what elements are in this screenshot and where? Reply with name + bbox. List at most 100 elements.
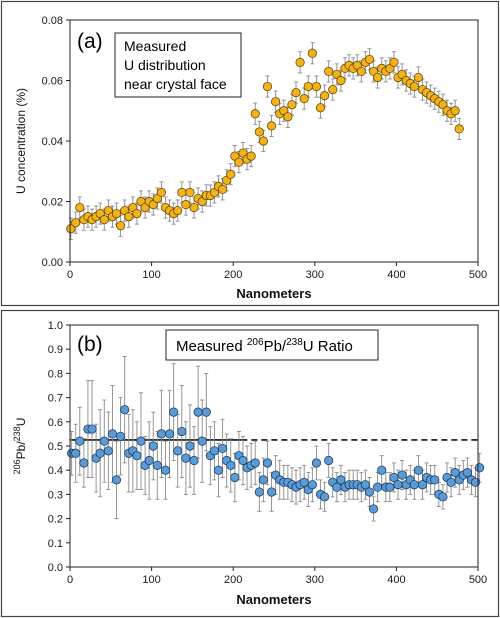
data-point [120, 405, 130, 415]
data-point [173, 446, 183, 456]
data-point [115, 221, 126, 231]
y-tick-label: 0.08 [42, 15, 63, 27]
data-point [373, 72, 383, 83]
data-point [417, 480, 428, 490]
data-point [132, 209, 142, 219]
panel-b-title: Measured 206Pb/238U Ratio [176, 337, 353, 355]
data-point [262, 81, 273, 92]
x-tick-label: 100 [142, 269, 160, 281]
x-tick-label: 400 [387, 269, 405, 281]
data-point [287, 100, 297, 110]
data-point [393, 480, 403, 490]
data-point [193, 407, 203, 417]
data-point [115, 431, 126, 441]
data-point [258, 136, 268, 146]
data-point [364, 487, 375, 497]
data-point [87, 424, 97, 434]
data-point [450, 106, 460, 116]
x-tick-label: 400 [387, 574, 405, 586]
data-point [213, 465, 224, 475]
data-point [189, 202, 199, 213]
panel-b-ylabel-sup1: 206 [12, 459, 22, 474]
data-point [71, 448, 81, 458]
data-point [111, 475, 122, 485]
data-point [389, 57, 399, 67]
data-point [217, 184, 228, 194]
panel-b-label: (b) [77, 333, 103, 356]
data-point [226, 460, 236, 470]
data-point [250, 458, 260, 468]
data-point [177, 426, 187, 437]
data-point [319, 91, 330, 101]
data-point [299, 94, 309, 104]
data-point [356, 66, 366, 77]
data-point [181, 199, 191, 210]
panel-a-annotation-box [114, 32, 242, 98]
data-point [111, 209, 122, 219]
y-tick-label: 0.4 [48, 465, 63, 477]
data-point [250, 109, 260, 119]
data-point [177, 187, 187, 198]
data-point [164, 429, 175, 439]
data-point [95, 448, 105, 458]
data-point [254, 487, 264, 497]
x-tick-label: 500 [469, 269, 487, 281]
data-point [75, 202, 85, 213]
panel-b-plot-area [69, 324, 479, 568]
x-tick-label: 200 [224, 574, 242, 586]
data-point [324, 455, 334, 466]
y-tick-label: 0.02 [42, 197, 63, 209]
y-tick-label: 0.8 [48, 368, 63, 380]
data-point [201, 407, 211, 417]
data-point [364, 54, 375, 64]
panel-b-title-box [165, 329, 379, 361]
data-point [71, 218, 81, 228]
data-point [234, 157, 244, 167]
data-point [295, 57, 305, 67]
data-point [107, 429, 118, 439]
y-tick-label: 0.06 [42, 76, 63, 88]
data-point [311, 458, 322, 468]
data-point [226, 169, 236, 179]
panel-b-frame [0, 309, 500, 618]
panel-a-annotation-line-2: U distribution [124, 57, 206, 73]
panel-a-y-axis-title: U concentration (%) [14, 88, 28, 194]
data-point [254, 127, 264, 137]
x-tick-label: 100 [142, 574, 160, 586]
data-point [197, 436, 207, 446]
x-tick-label: 0 [67, 574, 73, 586]
x-tick-label: 300 [306, 269, 324, 281]
data-point [413, 465, 424, 475]
panel-b-ylabel-mid: Pb/ [14, 441, 28, 460]
data-point [173, 205, 183, 216]
data-point [238, 455, 248, 466]
data-point [446, 477, 456, 487]
data-point [303, 81, 313, 92]
data-point [389, 472, 399, 483]
data-point [271, 97, 281, 107]
data-point [132, 451, 142, 461]
data-point [454, 124, 464, 134]
data-point [373, 482, 383, 492]
panel-b-title-prefix: Measured [176, 338, 247, 355]
data-point [230, 472, 240, 483]
data-point [283, 112, 293, 122]
panel-b: 0 100 200 300 400 500 0.0 0.1 0.2 0.3 0.4 0.5 0.6 0.7… [0, 309, 500, 618]
panel-b-title-sup2: 238 [286, 337, 303, 348]
panel-b-title-sup1: 206 [247, 337, 264, 348]
y-tick-label: 0.2 [48, 514, 63, 526]
data-point [258, 475, 268, 485]
data-point [246, 151, 256, 161]
panel-b-title-mid: Pb/ [264, 338, 287, 355]
data-point [311, 81, 322, 92]
data-point [307, 48, 317, 58]
data-point [450, 468, 460, 478]
panel-a-annotation-line-1: Measured [124, 38, 186, 54]
x-tick-label: 500 [469, 574, 487, 586]
data-point [144, 455, 154, 466]
panel-a-label: (a) [77, 30, 103, 53]
y-tick-label: 0.5 [48, 441, 63, 453]
x-tick-label: 200 [224, 269, 242, 281]
panel-b-x-axis-title: Nanometers [236, 592, 311, 607]
panel-a-x-axis-title: Nanometers [236, 286, 311, 301]
